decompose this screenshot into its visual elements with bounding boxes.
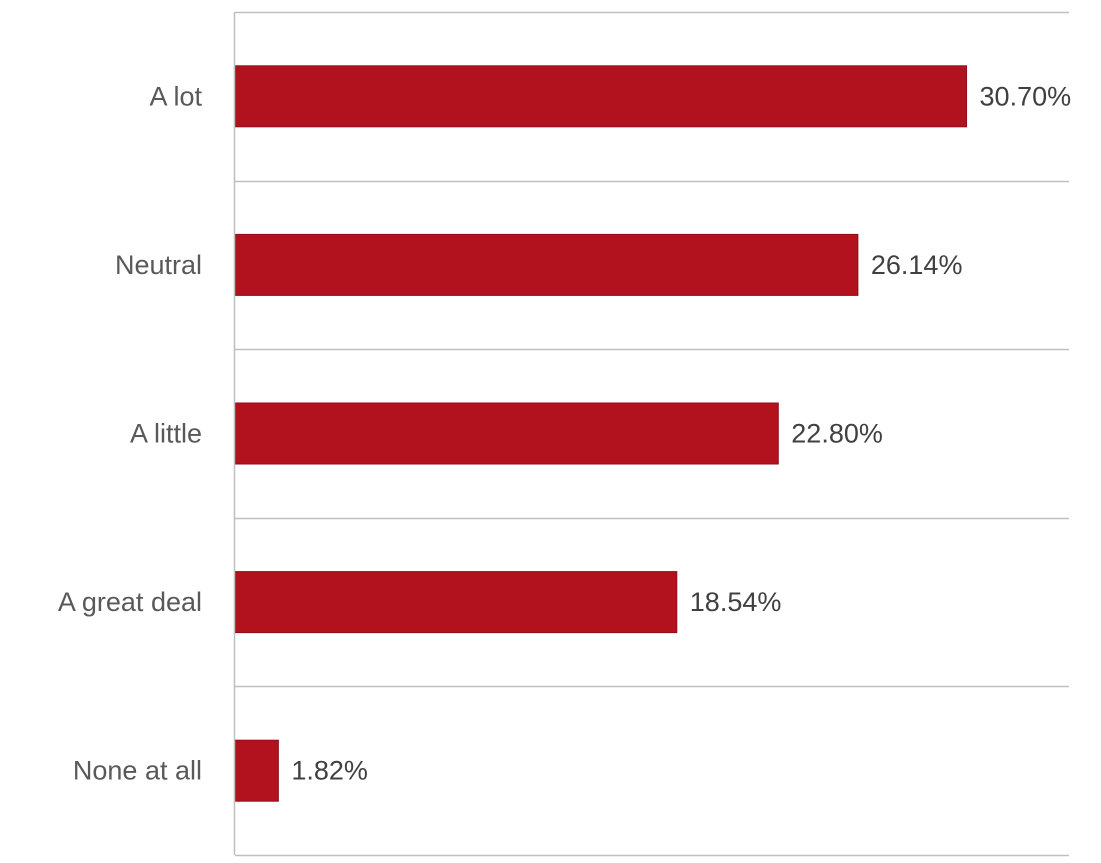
gridlines [235, 11, 1069, 857]
category-label: A great deal [58, 587, 202, 617]
value-label: 1.82% [291, 756, 368, 786]
category-label: A little [130, 419, 202, 449]
category-label: A lot [149, 81, 202, 111]
value-label: 26.14% [871, 250, 963, 280]
bar [234, 571, 678, 634]
value-labels: 30.70% 26.14% 22.80% 18.54% 1.82% [291, 81, 1071, 785]
category-label: Neutral [115, 250, 202, 280]
bar [234, 233, 859, 296]
category-label: None at all [73, 756, 202, 786]
bars [234, 65, 968, 802]
value-label: 22.80% [791, 419, 883, 449]
value-label: 18.54% [690, 587, 782, 617]
bar [234, 739, 279, 802]
value-label: 30.70% [980, 81, 1072, 111]
bar [234, 402, 779, 465]
category-labels: A lot Neutral A little A great deal None at … [58, 81, 203, 785]
bar [234, 65, 968, 128]
